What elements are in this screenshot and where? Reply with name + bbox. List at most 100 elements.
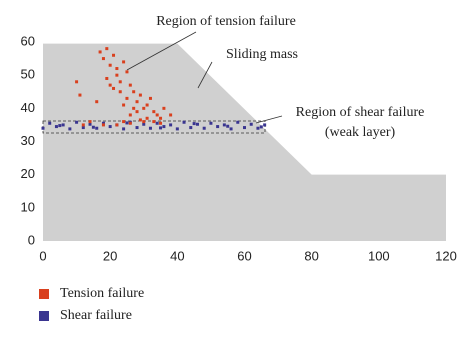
point [159, 116, 163, 120]
point [192, 122, 196, 126]
point [115, 67, 119, 71]
plot-area [43, 43, 446, 242]
point [91, 125, 95, 129]
point [122, 103, 126, 107]
point [95, 100, 99, 104]
point [169, 123, 173, 127]
point [155, 113, 159, 117]
y-tick-label: 10 [21, 199, 35, 214]
point [54, 125, 58, 129]
point [115, 123, 119, 127]
point [88, 120, 92, 124]
point [159, 121, 163, 125]
point [132, 90, 136, 94]
point [88, 122, 92, 126]
point [229, 127, 233, 131]
point [263, 123, 267, 127]
point [195, 122, 199, 126]
point [108, 125, 112, 129]
legend-label: Tension failure [60, 286, 144, 301]
point [101, 123, 105, 127]
point [222, 123, 226, 127]
legend-swatch [39, 311, 49, 321]
point [175, 127, 179, 131]
x-tick-label: 20 [103, 248, 117, 263]
point [105, 76, 109, 80]
point [162, 125, 166, 129]
point [105, 47, 109, 51]
point [122, 127, 126, 131]
point [162, 106, 166, 110]
point [209, 121, 213, 125]
point [75, 120, 79, 124]
point [122, 120, 126, 124]
point [243, 126, 246, 130]
y-tick-label: 50 [21, 67, 35, 82]
point [145, 116, 149, 120]
point [135, 110, 139, 114]
point [61, 123, 65, 127]
point [68, 127, 72, 131]
annotation: Region of shear failure [296, 105, 425, 120]
point [249, 122, 253, 126]
point [182, 120, 186, 124]
point [159, 126, 163, 130]
annotation-line [126, 31, 197, 71]
point [81, 126, 85, 130]
x-tick-label: 120 [435, 248, 457, 263]
point [135, 100, 139, 104]
point [101, 121, 105, 125]
point [101, 57, 105, 61]
y-tick-label: 20 [21, 166, 35, 181]
point [125, 70, 129, 74]
y-tick-label: 60 [21, 33, 35, 48]
point [169, 113, 173, 117]
x-tick-label: 100 [368, 248, 390, 263]
point [155, 121, 159, 125]
point [132, 106, 136, 110]
slope-profile [43, 43, 446, 242]
point [138, 118, 142, 122]
x-tick-label: 60 [237, 248, 251, 263]
point [122, 60, 126, 64]
legend-label: Shear failure [60, 308, 132, 323]
point [152, 110, 156, 114]
point [95, 126, 99, 130]
point [226, 124, 230, 128]
point [115, 73, 119, 77]
point [118, 80, 122, 84]
annotation-line [255, 115, 283, 124]
point [125, 121, 129, 125]
x-tick-label: 0 [39, 248, 46, 263]
point [259, 125, 263, 129]
point [216, 125, 220, 129]
point [58, 124, 62, 128]
point [108, 63, 112, 67]
point [142, 122, 146, 126]
point [142, 120, 146, 124]
point [41, 126, 45, 130]
point [48, 121, 52, 125]
point [145, 103, 149, 107]
y-tick-label: 30 [21, 133, 35, 148]
point [256, 126, 260, 130]
point [128, 83, 132, 87]
point [148, 126, 152, 130]
point [189, 126, 193, 130]
x-tick-label: 40 [170, 248, 184, 263]
point [128, 113, 132, 117]
point [148, 96, 152, 100]
point [112, 53, 116, 57]
annotation: (weak layer) [325, 125, 396, 140]
point [128, 121, 132, 125]
y-tick-label: 40 [21, 100, 35, 115]
point [108, 83, 112, 87]
annotation: Region of tension failure [156, 14, 296, 29]
point [78, 93, 82, 97]
legend-swatch [39, 289, 49, 299]
point [236, 120, 240, 124]
point [81, 123, 85, 127]
point [98, 50, 102, 54]
annotation: Sliding mass [226, 47, 298, 62]
